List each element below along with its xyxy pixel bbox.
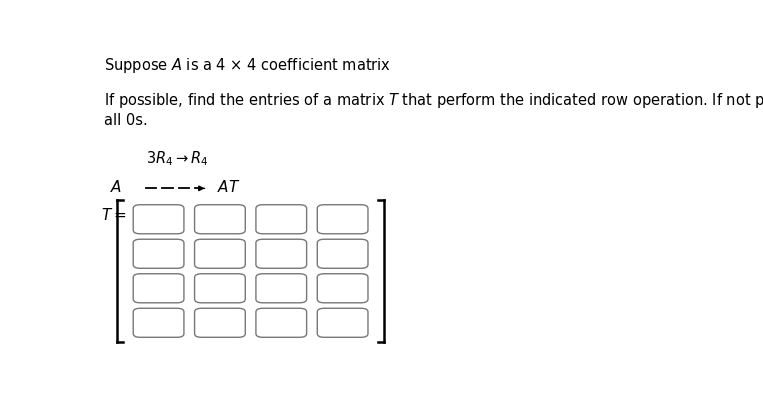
FancyBboxPatch shape	[195, 205, 245, 234]
Text: $\mathit{A}$: $\mathit{A}$	[110, 179, 122, 195]
FancyBboxPatch shape	[256, 308, 307, 337]
FancyBboxPatch shape	[134, 308, 184, 337]
Text: $\mathit{T} =$: $\mathit{T} =$	[101, 206, 127, 223]
FancyBboxPatch shape	[317, 274, 368, 303]
FancyBboxPatch shape	[256, 274, 307, 303]
FancyBboxPatch shape	[256, 205, 307, 234]
Text: $\mathit{AT}$: $\mathit{AT}$	[217, 179, 240, 195]
Text: $3R_4 \rightarrow R_4$: $3R_4 \rightarrow R_4$	[146, 149, 208, 167]
FancyBboxPatch shape	[195, 274, 245, 303]
FancyBboxPatch shape	[317, 205, 368, 234]
Text: If possible, find the entries of a matrix $\mathit{T}$ that perform the indicate: If possible, find the entries of a matri…	[105, 91, 763, 128]
FancyBboxPatch shape	[256, 239, 307, 268]
FancyBboxPatch shape	[195, 308, 245, 337]
Text: Suppose $\mathit{A}$ is a 4 $\times$ 4 coefficient matrix: Suppose $\mathit{A}$ is a 4 $\times$ 4 c…	[105, 56, 391, 75]
FancyBboxPatch shape	[317, 239, 368, 268]
FancyBboxPatch shape	[317, 308, 368, 337]
FancyBboxPatch shape	[195, 239, 245, 268]
FancyBboxPatch shape	[134, 239, 184, 268]
FancyBboxPatch shape	[134, 274, 184, 303]
FancyBboxPatch shape	[134, 205, 184, 234]
